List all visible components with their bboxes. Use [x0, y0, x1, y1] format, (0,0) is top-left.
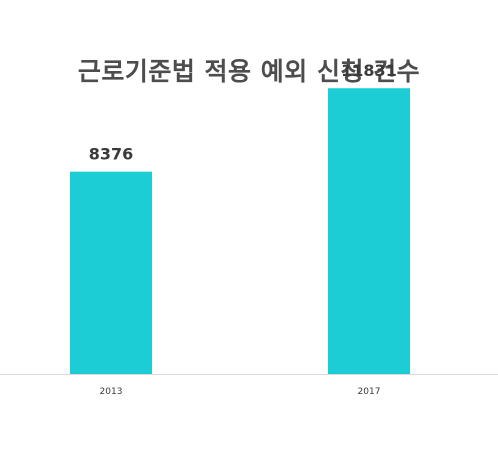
data-label-group: 8376 11831 — [89, 61, 397, 163]
data-label-2017: 11831 — [341, 61, 397, 80]
x-tick-label-group: 2013 2017 — [100, 387, 381, 397]
bar-2013 — [70, 171, 152, 374]
bar-2017 — [328, 88, 410, 375]
bar-group — [70, 88, 410, 375]
chart-title: 근로기준법 적용 예외 신청 건수 — [77, 57, 421, 86]
data-label-2013: 8376 — [89, 145, 134, 164]
x-tick-label-2013: 2013 — [100, 387, 123, 397]
x-tick-label-2017: 2017 — [358, 387, 381, 397]
